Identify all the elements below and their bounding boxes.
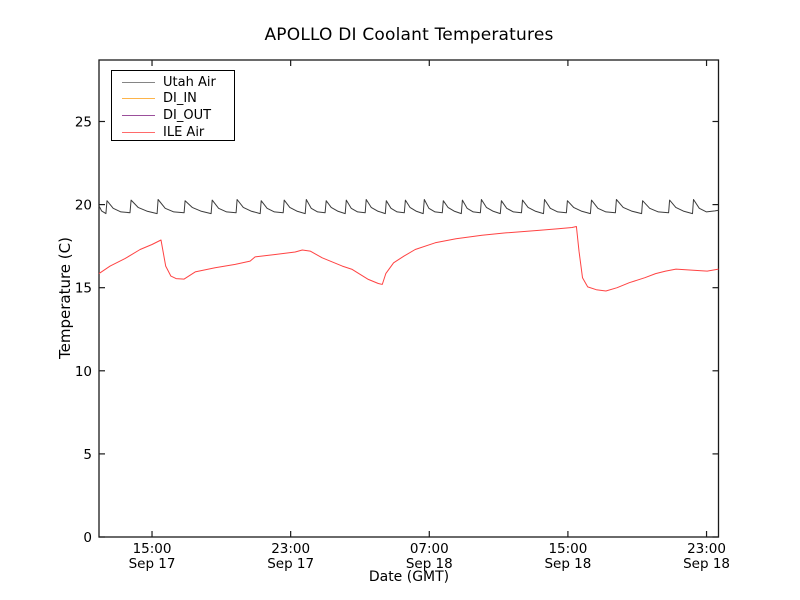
x-tick-time: 23:00 — [271, 541, 310, 557]
series-line-utah-air — [98, 199, 719, 215]
y-tick-label: 0 — [83, 530, 92, 546]
y-tick-label: 25 — [75, 114, 92, 130]
axes-spines — [98, 59, 720, 538]
legend-label: ILE Air — [163, 124, 205, 140]
legend-entry-utah-air: Utah Air — [112, 74, 234, 91]
legend-line-sample — [122, 131, 155, 133]
x-tick-time: 15:00 — [548, 541, 587, 557]
y-tick-label: 10 — [75, 364, 92, 380]
x-axis-label: Date (GMT) — [368, 569, 450, 585]
x-tick-date: Sep 17 — [129, 556, 176, 572]
legend-label: DI_IN — [163, 91, 197, 107]
y-tick-label: 5 — [83, 447, 92, 463]
legend-label: DI_OUT — [163, 107, 212, 123]
x-tick-date: Sep 17 — [267, 556, 314, 572]
x-tick-time: 15:00 — [133, 541, 172, 557]
legend-entry-di-in: DI_IN — [112, 91, 234, 108]
legend-label: Utah Air — [163, 74, 216, 90]
series-line-ile-air — [98, 226, 719, 292]
y-tick-label: 15 — [75, 281, 92, 297]
chart-title: APOLLO DI Coolant Temperatures — [264, 25, 554, 45]
x-tick-time: 23:00 — [687, 541, 726, 557]
legend-line-sample — [122, 114, 155, 116]
x-tick-time: 07:00 — [410, 541, 449, 557]
x-tick-date: Sep 18 — [683, 556, 730, 572]
y-tick-label: 20 — [75, 198, 92, 214]
legend: Utah Air DI_IN DI_OUT ILE Air — [111, 70, 235, 141]
legend-entry-di-out: DI_OUT — [112, 107, 234, 124]
x-tick-date: Sep 18 — [406, 556, 453, 572]
legend-entry-ile-air: ILE Air — [112, 124, 234, 141]
x-tick-date: Sep 18 — [544, 556, 591, 572]
legend-line-sample — [122, 81, 155, 83]
legend-line-sample — [122, 98, 155, 100]
